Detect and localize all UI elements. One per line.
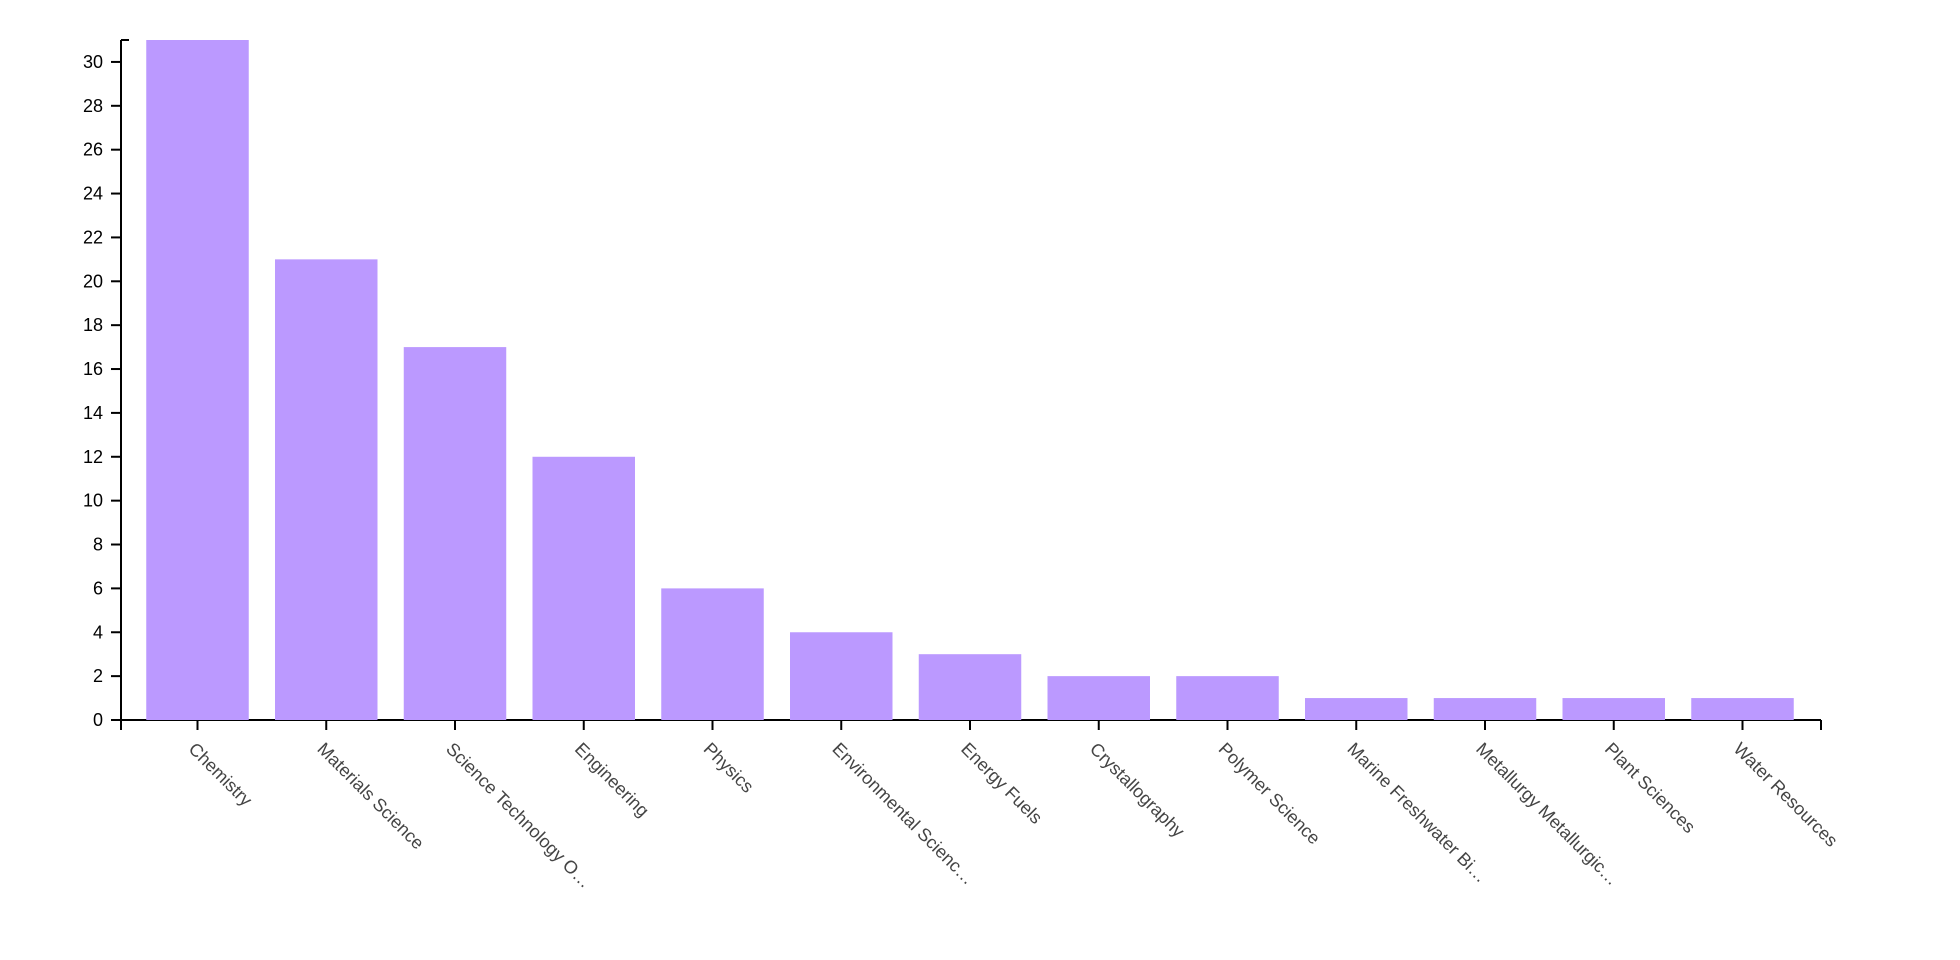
y-tick-label: 28 bbox=[83, 96, 103, 116]
bar bbox=[1047, 676, 1150, 720]
x-tick-label: Marine Freshwater Bi… bbox=[1343, 739, 1491, 887]
y-tick-label: 30 bbox=[83, 52, 103, 72]
y-tick-label: 20 bbox=[83, 271, 103, 291]
x-tick-label: Water Resources bbox=[1730, 739, 1842, 851]
bar bbox=[918, 654, 1022, 720]
x-tick-label: Materials Science bbox=[313, 739, 428, 854]
y-tick-label: 4 bbox=[93, 622, 103, 642]
bar bbox=[1433, 698, 1537, 720]
y-tick-label: 8 bbox=[93, 535, 103, 555]
x-tick-label: Plant Sciences bbox=[1601, 739, 1699, 837]
y-tick-label: 14 bbox=[83, 403, 103, 423]
bar bbox=[532, 456, 635, 720]
y-tick-label: 10 bbox=[83, 491, 103, 511]
x-tick-label: Polymer Science bbox=[1215, 739, 1325, 849]
bar bbox=[275, 259, 378, 720]
y-tick-label: 2 bbox=[93, 666, 103, 686]
y-tick-label: 6 bbox=[93, 578, 103, 598]
x-tick-label: Crystallography bbox=[1086, 739, 1189, 842]
x-tick-label: Physics bbox=[700, 739, 758, 797]
bar bbox=[790, 632, 893, 720]
y-tick-label: 18 bbox=[83, 315, 103, 335]
y-tick-label: 0 bbox=[93, 710, 103, 730]
bar bbox=[1562, 698, 1665, 720]
bar bbox=[146, 40, 249, 720]
x-tick-label: Environmental Scienc… bbox=[828, 739, 978, 889]
bar bbox=[1691, 698, 1794, 720]
y-tick-label: 26 bbox=[83, 140, 103, 160]
bar bbox=[661, 588, 764, 720]
bar bbox=[1305, 698, 1408, 720]
bar bbox=[1176, 676, 1279, 720]
y-tick-label: 16 bbox=[83, 359, 103, 379]
x-tick-label: Energy Fuels bbox=[957, 739, 1046, 828]
y-tick-label: 22 bbox=[83, 227, 103, 247]
bar bbox=[403, 347, 507, 720]
x-tick-label: Metallurgy Metallurgic… bbox=[1472, 739, 1623, 890]
x-tick-label: Engineering bbox=[571, 739, 653, 821]
y-tick-label: 24 bbox=[83, 184, 103, 204]
x-tick-label: Science Technology O… bbox=[442, 739, 595, 892]
x-tick-label: Chemistry bbox=[185, 739, 256, 810]
y-tick-label: 12 bbox=[83, 447, 103, 467]
